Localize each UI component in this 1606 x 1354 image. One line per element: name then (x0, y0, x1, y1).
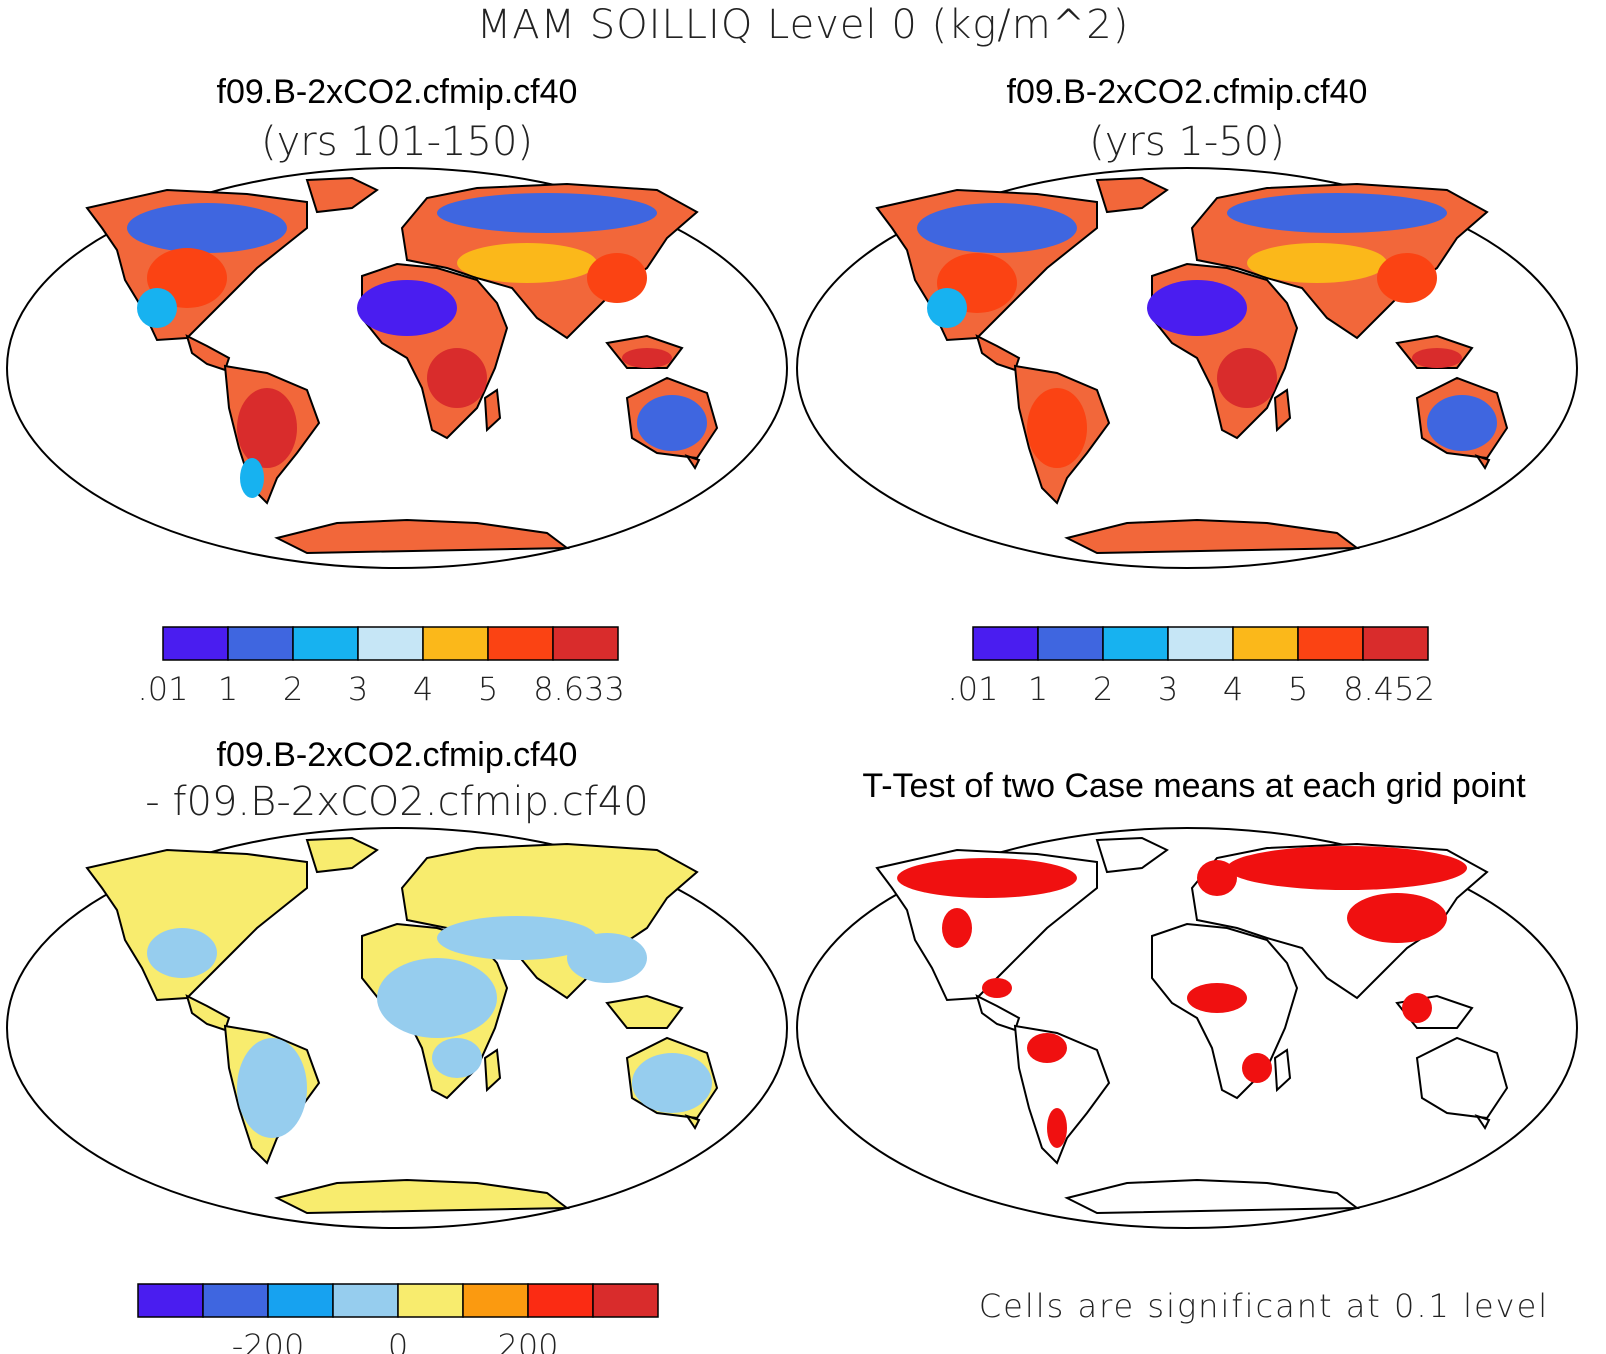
colorbar-tick-label: 3 (1158, 670, 1178, 708)
colorbar-tick-label: .01 (948, 670, 999, 708)
colorbar-tick-label: 4 (1223, 670, 1243, 708)
colorbar-swatch (1297, 626, 1364, 661)
panel-3-field-patches (147, 916, 712, 1138)
colorbar-tick-label: 2 (1093, 670, 1113, 708)
panel-1-subtitle: (yrs 101-150) (261, 119, 533, 165)
colorbar-swatch (137, 1283, 204, 1318)
colorbar-swatch (397, 1283, 464, 1318)
colorbar-tick-label: 5 (1288, 670, 1308, 708)
colorbar-swatch (592, 1283, 659, 1318)
colorbar-swatch (202, 1283, 269, 1318)
panel-2-field-patches (917, 193, 1497, 468)
panel-3-title: f09.B-2xCO2.cfmip.cf40 (217, 736, 578, 774)
colorbar-swatch (527, 1283, 594, 1318)
colorbar-tick-label: 5 (478, 670, 498, 708)
colorbar-swatch (462, 1283, 529, 1318)
panel-2-title: f09.B-2xCO2.cfmip.cf40 (1007, 73, 1368, 111)
colorbar-swatch (972, 626, 1039, 661)
panel-1: f09.B-2xCO2.cfmip.cf40 (yrs 101-150) (6, 73, 788, 708)
colorbar-tick-label: 200 (497, 1327, 558, 1354)
panel-1-map (6, 167, 788, 569)
colorbar-swatch (1362, 626, 1429, 661)
colorbar-swatch (1102, 626, 1169, 661)
panel-4: T-Test of two Case means at each grid po… (796, 767, 1578, 1325)
panel-3-map (6, 827, 788, 1229)
colorbar-swatch (552, 626, 619, 661)
panel-2-colorbar: .01 1 2 3 4 5 8.452 (948, 626, 1435, 708)
panel-1-title: f09.B-2xCO2.cfmip.cf40 (217, 73, 578, 111)
colorbar-swatch (487, 626, 554, 661)
colorbar-swatch (1232, 626, 1299, 661)
colorbar-tick-label: 8.452 (1343, 670, 1435, 708)
panel-1-field-patches (127, 193, 707, 498)
colorbar-tick-label: -200 (232, 1327, 305, 1354)
panel-4-map (796, 827, 1578, 1229)
panel-3: f09.B-2xCO2.cfmip.cf40 - f09.B-2xCO2.cfm… (6, 736, 788, 1354)
panel-4-footnote: Cells are significant at 0.1 level (979, 1287, 1549, 1325)
colorbar-swatch (422, 626, 489, 661)
colorbar-swatch (267, 1283, 334, 1318)
colorbar-swatch (1167, 626, 1234, 661)
colorbar-tick-label: 4 (413, 670, 433, 708)
colorbar-swatch (357, 626, 424, 661)
panel-2: f09.B-2xCO2.cfmip.cf40 (yrs 1-50) .01 (796, 73, 1578, 708)
figure-title: MAM SOILLIQ Level 0 (kg/m^2) (477, 2, 1130, 48)
panel-1-colorbar: .01 1 2 3 4 5 8.633 (138, 626, 625, 708)
colorbar-tick-label: 2 (283, 670, 303, 708)
colorbar-swatch (332, 1283, 399, 1318)
colorbar-tick-label: 3 (348, 670, 368, 708)
colorbar-tick-label: 8.633 (533, 670, 625, 708)
colorbar-tick-label: .01 (138, 670, 189, 708)
colorbar-tick-label: 1 (1028, 670, 1048, 708)
panel-4-significance-patches (897, 846, 1467, 1148)
colorbar-swatch (1037, 626, 1104, 661)
panel-2-map (796, 167, 1578, 569)
colorbar-swatch (227, 626, 294, 661)
colorbar-tick-label: 0 (388, 1327, 408, 1354)
colorbar-tick-label: 1 (218, 670, 238, 708)
panel-3-subtitle: - f09.B-2xCO2.cfmip.cf40 (145, 779, 648, 825)
panel-2-subtitle: (yrs 1-50) (1089, 119, 1285, 165)
colorbar-swatch (162, 626, 229, 661)
panel-4-title: T-Test of two Case means at each grid po… (862, 767, 1526, 805)
panel-3-colorbar: -200 0 200 (137, 1283, 659, 1354)
colorbar-swatch (292, 626, 359, 661)
